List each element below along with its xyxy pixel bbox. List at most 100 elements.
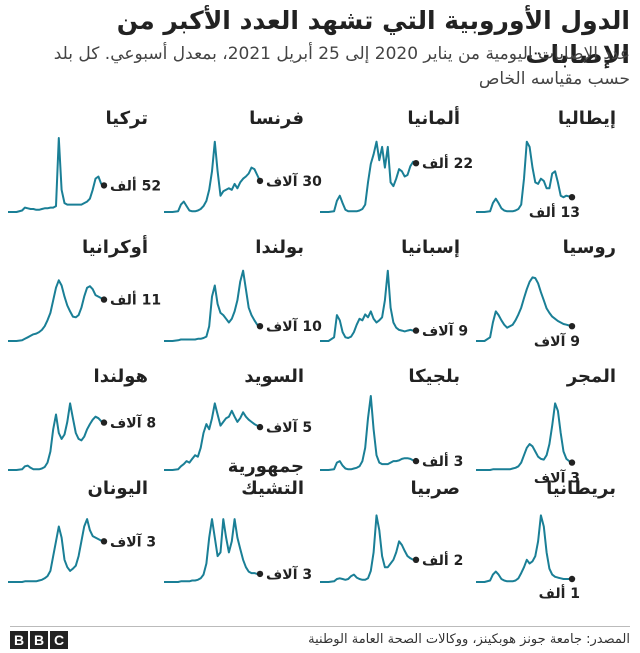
latest-value-label: 3 آلاف — [110, 532, 156, 550]
latest-value-dot — [412, 160, 420, 167]
latest-value-label: 11 ألف — [110, 291, 161, 309]
cases-line — [164, 518, 260, 583]
cases-line — [8, 402, 105, 471]
country-sparkline: 13 ألف — [476, 140, 580, 221]
latest-value-dot — [568, 459, 576, 466]
bbc-logo: B B C — [10, 631, 68, 649]
country-name: بولندا — [255, 237, 304, 258]
latest-value-label: 22 ألف — [422, 154, 473, 172]
country-name: إسبانيا — [401, 237, 460, 258]
country-name: صربيا — [410, 478, 460, 499]
latest-value-label: 13 ألف — [529, 203, 580, 221]
latest-value-dot — [412, 556, 420, 563]
footer-divider — [10, 626, 630, 627]
country-panel: ألمانيا 22 ألف — [316, 108, 473, 233]
cases-line — [320, 140, 417, 213]
source-note: المصدر: جامعة جونز هوبكينز، ووكالات الصح… — [308, 632, 630, 647]
latest-value-dot — [256, 177, 264, 185]
country-name: هولندا — [93, 366, 148, 387]
country-panel: تركيا 52 ألف — [4, 108, 161, 233]
latest-value-dot — [256, 570, 264, 578]
cases-line — [320, 269, 416, 342]
country-panel: بولندا 10 آلاف — [160, 237, 322, 362]
bbc-logo-letter: B — [30, 631, 48, 649]
latest-value-dot — [100, 419, 108, 426]
country-panel: إيطاليا 13 ألف — [472, 108, 622, 233]
latest-value-dot — [412, 457, 420, 465]
country-sparkline: 2 ألف — [320, 514, 463, 583]
country-sparkline: 11 ألف — [8, 279, 161, 342]
country-sparkline: 3 آلاف — [476, 402, 580, 487]
latest-value-label: 3 آلاف — [534, 469, 580, 487]
country-panel: أوكرانيا 11 ألف — [4, 237, 161, 362]
cases-line — [164, 402, 261, 471]
country-sparkline: 30 آلاف — [164, 140, 322, 213]
latest-value-label: 8 آلاف — [110, 414, 156, 432]
latest-value-dot — [100, 538, 108, 545]
cases-line — [320, 395, 417, 471]
chart-subtitle: عدد الإصابات اليومية من يناير 2020 إلى 2… — [53, 44, 630, 89]
cases-line — [164, 140, 261, 213]
latest-value-dot — [256, 323, 264, 330]
latest-value-dot — [568, 575, 576, 583]
chart-title: الدول الأوروبية التي تشهد العدد الأكبر م… — [116, 6, 630, 69]
latest-value-label: 9 آلاف — [422, 322, 468, 340]
latest-value-dot — [568, 323, 576, 330]
latest-value-dot — [100, 182, 108, 189]
cases-line — [8, 137, 105, 213]
bbc-logo-letter: C — [50, 631, 68, 649]
country-panel: فرنسا 30 آلاف — [160, 108, 322, 233]
country-sparkline: 3 آلاف — [164, 518, 312, 583]
cases-line — [164, 269, 261, 342]
latest-value-label: 30 آلاف — [266, 172, 322, 190]
country-sparkline: 3 ألف — [320, 395, 463, 471]
country-panel: جمهورية التشيك 3 آلاف — [160, 456, 312, 603]
country-panel: السويد 5 آلاف — [160, 366, 312, 491]
cases-line — [476, 514, 572, 583]
latest-value-label: 3 ألف — [422, 452, 463, 470]
country-name: بلجيكا — [408, 366, 460, 387]
country-sparkline: 10 آلاف — [164, 269, 322, 342]
cases-line — [476, 402, 573, 471]
country-sparkline: 52 ألف — [8, 137, 161, 213]
latest-value-dot — [568, 194, 576, 201]
country-name: اليونان — [87, 478, 148, 499]
country-name: بريطانيا — [546, 478, 616, 499]
country-sparkline: 8 آلاف — [8, 402, 156, 471]
latest-value-label: 10 آلاف — [266, 317, 322, 335]
latest-value-dot — [412, 327, 420, 334]
country-panel: بلجيكا 3 ألف — [316, 366, 466, 491]
bbc-logo-letter: B — [10, 631, 28, 649]
country-name: فرنسا — [249, 108, 304, 129]
latest-value-label: 9 آلاف — [534, 332, 580, 350]
country-name: أوكرانيا — [81, 237, 148, 258]
country-panel: اليونان 3 آلاف — [4, 478, 156, 603]
country-name: المجر — [566, 366, 616, 387]
country-sparkline: 22 ألف — [320, 140, 473, 213]
latest-value-dot — [100, 296, 108, 303]
country-sparkline: 9 آلاف — [320, 269, 468, 342]
country-sparkline: 5 آلاف — [164, 402, 312, 471]
cases-line — [476, 140, 573, 213]
cases-line — [8, 279, 105, 342]
country-name: إيطاليا — [557, 108, 616, 129]
country-panel: صربيا 2 ألف — [316, 478, 466, 603]
country-name: ألمانيا — [407, 108, 460, 129]
latest-value-dot — [256, 423, 264, 431]
country-sparkline: 9 آلاف — [476, 276, 580, 350]
latest-value-label: 1 ألف — [539, 584, 580, 602]
country-panel: روسيا 9 آلاف — [472, 237, 622, 362]
latest-value-label: 3 آلاف — [266, 565, 312, 583]
country-panel: بريطانيا 1 ألف — [472, 478, 622, 603]
country-panel: إسبانيا 9 آلاف — [316, 237, 468, 362]
country-name: روسيا — [562, 237, 616, 258]
country-sparkline: 1 ألف — [476, 514, 580, 602]
latest-value-label: 2 ألف — [422, 551, 463, 569]
cases-line — [320, 514, 416, 583]
country-name: تركيا — [105, 108, 148, 129]
country-name: جمهورية التشيك — [227, 456, 304, 499]
cases-line — [8, 518, 105, 583]
country-panel: المجر 3 آلاف — [472, 366, 622, 491]
country-panel: هولندا 8 آلاف — [4, 366, 156, 491]
cases-line — [476, 276, 573, 342]
